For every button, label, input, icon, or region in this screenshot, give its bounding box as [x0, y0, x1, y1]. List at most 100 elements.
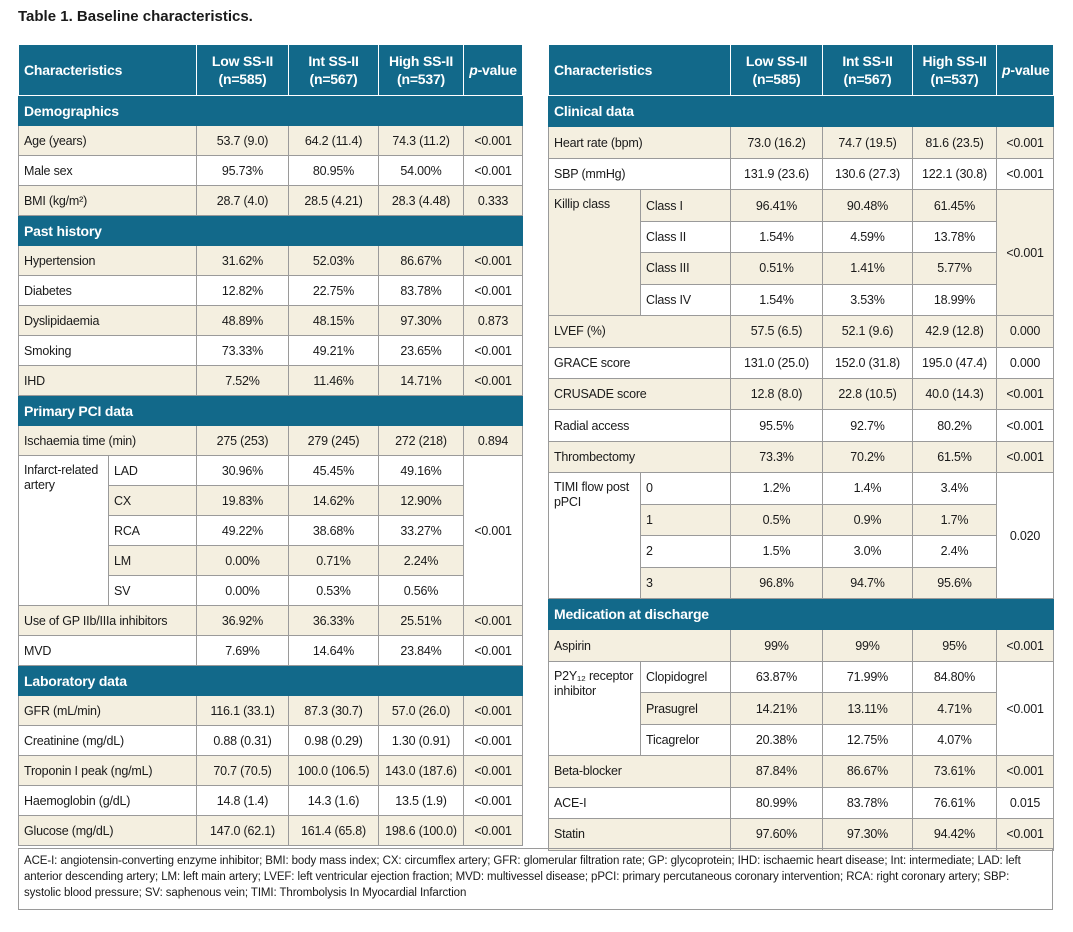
sub-label: Class II	[639, 220, 732, 254]
section-row: Clinical data	[547, 94, 1055, 128]
section-row: Laboratory data	[17, 665, 524, 696]
table-row: Smoking 73.33% 49.21% 23.65% <0.001	[17, 335, 524, 366]
table-row: SBP (mmHg) 131.9 (23.6) 130.6 (27.3) 122.1 …	[547, 157, 1055, 191]
cell-value: 7.69%	[196, 635, 290, 666]
section-row: Demographics	[17, 95, 524, 126]
table-row: Infarct-related artery LAD 30.96% 45.45% 49.…	[18, 455, 524, 606]
cell-value: 76.61%	[912, 786, 998, 820]
cell-value: 3.4%	[912, 472, 998, 505]
cell-value: 71.99%	[822, 660, 914, 694]
cell-value: 14.64%	[288, 635, 380, 666]
section-title: Past history	[17, 215, 524, 246]
column-header: Low SS-II (n=585)	[196, 44, 290, 96]
cell-value: 99%	[822, 629, 914, 662]
cell-value: 279 (245)	[288, 425, 380, 456]
cell-value: 86.67%	[822, 755, 914, 788]
row-label: ACE-I	[547, 786, 732, 820]
cell-value: 20.38%	[730, 723, 824, 757]
p-value: <0.001	[463, 455, 524, 606]
cell-value: 25.51%	[378, 605, 465, 636]
row-label: GRACE score	[547, 346, 732, 379]
sub-label: Clopidogrel	[639, 660, 732, 694]
cell-value: 198.6 (100.0)	[378, 815, 465, 846]
p-value: <0.001	[996, 126, 1055, 159]
cell-value: 28.5 (4.21)	[288, 185, 380, 216]
cell-value: 97.30%	[378, 305, 465, 336]
cell-value: 83.78%	[378, 275, 465, 306]
column-n: (n=585)	[752, 71, 801, 87]
section-row: Medication at discharge	[547, 597, 1055, 631]
sub-label: Class III	[639, 252, 732, 285]
p-value: <0.001	[996, 818, 1055, 851]
cell-value: 49.16%	[378, 455, 465, 486]
p-value: <0.001	[996, 189, 1055, 317]
row-label: Heart rate (bpm)	[547, 126, 732, 159]
cell-value: 86.67%	[378, 245, 465, 276]
row-label: Radial access	[547, 409, 732, 442]
p-value: <0.001	[463, 785, 524, 816]
row-label: MVD	[17, 635, 198, 666]
cell-value: 1.41%	[822, 252, 914, 285]
cell-value: 70.7 (70.5)	[196, 755, 290, 786]
cell-value: 73.3%	[730, 440, 824, 474]
table-body: Characteristics Low SS-II (n=585) Int SS-II…	[17, 44, 524, 846]
p-value: 0.333	[463, 185, 524, 216]
row-label: Ischaemia time (min)	[17, 425, 198, 456]
column-n: (n=585)	[218, 71, 267, 87]
cell-value: 80.99%	[730, 786, 824, 820]
table-row: SV 0.00% 0.53% 0.56%	[19, 575, 523, 606]
cell-value: 57.5 (6.5)	[730, 315, 824, 348]
cell-value: 14.62%	[288, 485, 380, 516]
group-label: P2Y₁₂ receptor inhibitor	[548, 660, 641, 757]
cell-value: 52.1 (9.6)	[822, 315, 914, 348]
column-rest: -value	[1010, 62, 1050, 78]
cell-value: 42.9 (12.8)	[912, 315, 998, 348]
column-header: p-value	[463, 44, 524, 96]
cell-value: 74.3 (11.2)	[378, 125, 465, 156]
cell-value: 40.0 (14.3)	[912, 377, 998, 411]
cell-value: 92.7%	[822, 409, 914, 442]
table-body: Characteristics Low SS-II (n=585) Int SS-II…	[547, 44, 1055, 851]
p-value: 0.873	[463, 305, 524, 336]
cell-value: 48.15%	[288, 305, 380, 336]
cell-value: 4.07%	[912, 723, 998, 757]
cell-value: 95.6%	[912, 566, 998, 600]
p-value: <0.001	[463, 695, 524, 726]
column-header: Int SS-II (n=567)	[822, 44, 914, 96]
group-label: Killip class	[548, 189, 641, 317]
p-value: 0.000	[996, 346, 1055, 379]
section-row: Primary PCI data	[17, 395, 524, 426]
cell-value: 7.52%	[196, 365, 290, 396]
table-row: MVD 7.69% 14.64% 23.84% <0.001	[17, 635, 524, 666]
cell-value: 13.78%	[912, 220, 998, 254]
table-row: Killip class Class I 96.41% 90.48% 61.45% <0.…	[548, 189, 1055, 317]
cell-value: 38.68%	[288, 515, 380, 546]
row-label: Use of GP IIb/IIIa inhibitors	[17, 605, 198, 636]
sub-label: Class IV	[639, 283, 732, 317]
p-value: <0.001	[463, 755, 524, 786]
p-value: <0.001	[463, 155, 524, 186]
section-title: Primary PCI data	[17, 395, 524, 426]
p-value: <0.001	[996, 629, 1055, 662]
cell-value: 49.22%	[196, 515, 290, 546]
sub-label: 0	[639, 472, 732, 505]
p-value: <0.001	[463, 635, 524, 666]
cell-value: 70.2%	[822, 440, 914, 474]
row-label: Thrombectomy	[547, 440, 732, 474]
cell-value: 64.2 (11.4)	[288, 125, 380, 156]
table-row: Beta-blocker 87.84% 86.67% 73.61% <0.001	[547, 755, 1055, 788]
cell-value: 49.21%	[288, 335, 380, 366]
cell-value: 0.5%	[730, 503, 824, 537]
cell-value: 1.2%	[730, 472, 824, 505]
row-label: Smoking	[17, 335, 198, 366]
cell-value: 13.5 (1.9)	[378, 785, 465, 816]
cell-value: 11.46%	[288, 365, 380, 396]
cell-value: 96.8%	[730, 566, 824, 600]
cell-value: 143.0 (187.6)	[378, 755, 465, 786]
cell-value: 52.03%	[288, 245, 380, 276]
cell-value: 45.45%	[288, 455, 380, 486]
table-row: RCA 49.22% 38.68% 33.27%	[19, 515, 523, 546]
table-row: Class III 0.51% 1.41% 5.77%	[549, 252, 1054, 285]
cell-value: 23.65%	[378, 335, 465, 366]
table-row: Radial access 95.5% 92.7% 80.2% <0.001	[547, 409, 1055, 442]
